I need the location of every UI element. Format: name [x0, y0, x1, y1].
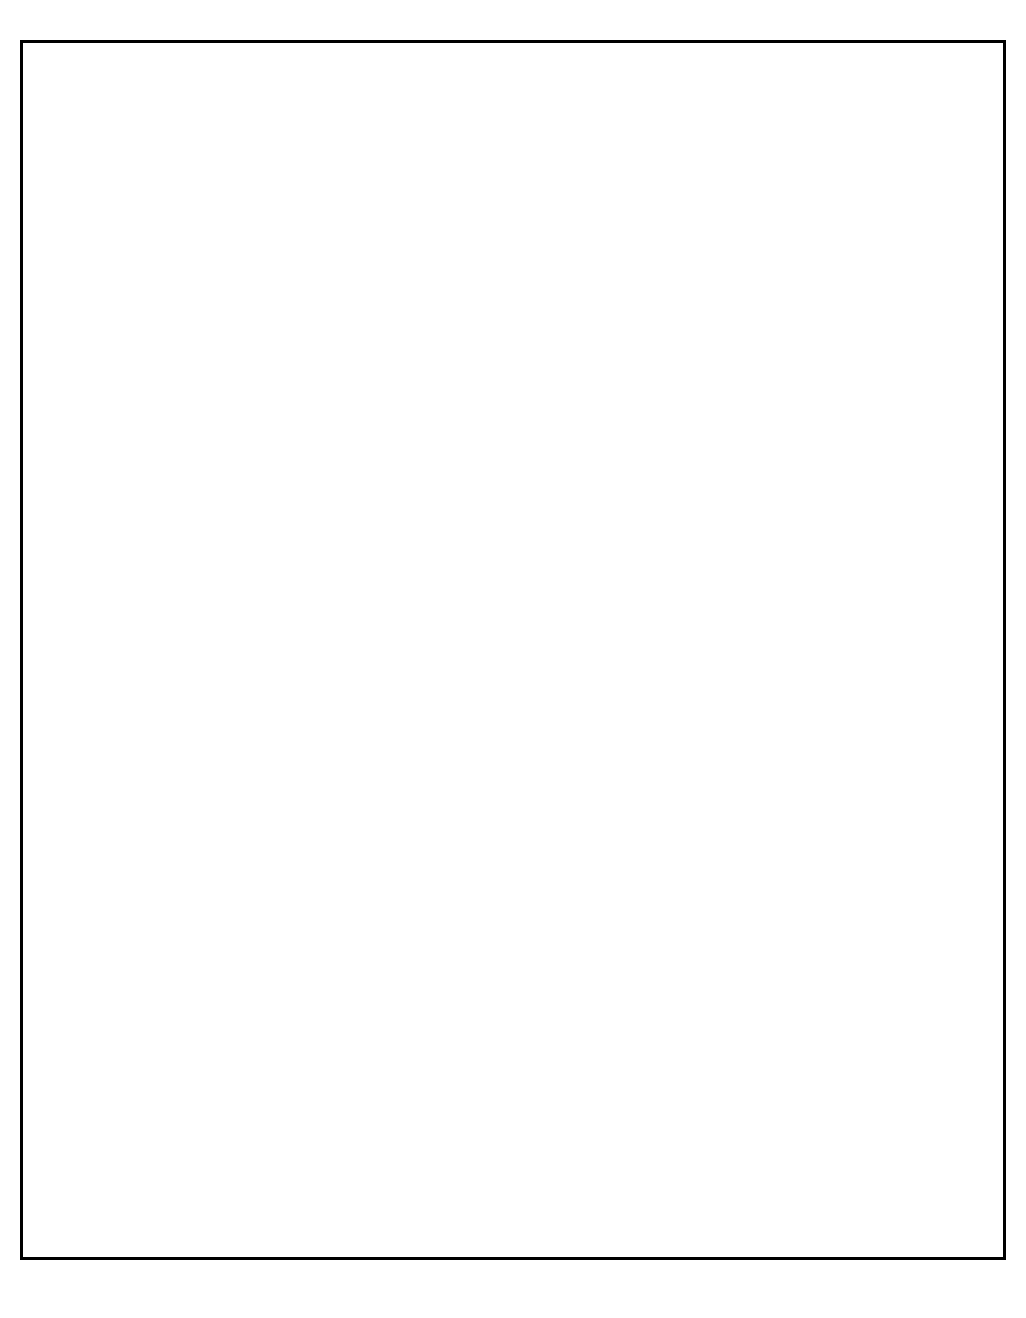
connectors-svg	[23, 43, 1003, 1257]
diagram-container	[20, 40, 1006, 1260]
